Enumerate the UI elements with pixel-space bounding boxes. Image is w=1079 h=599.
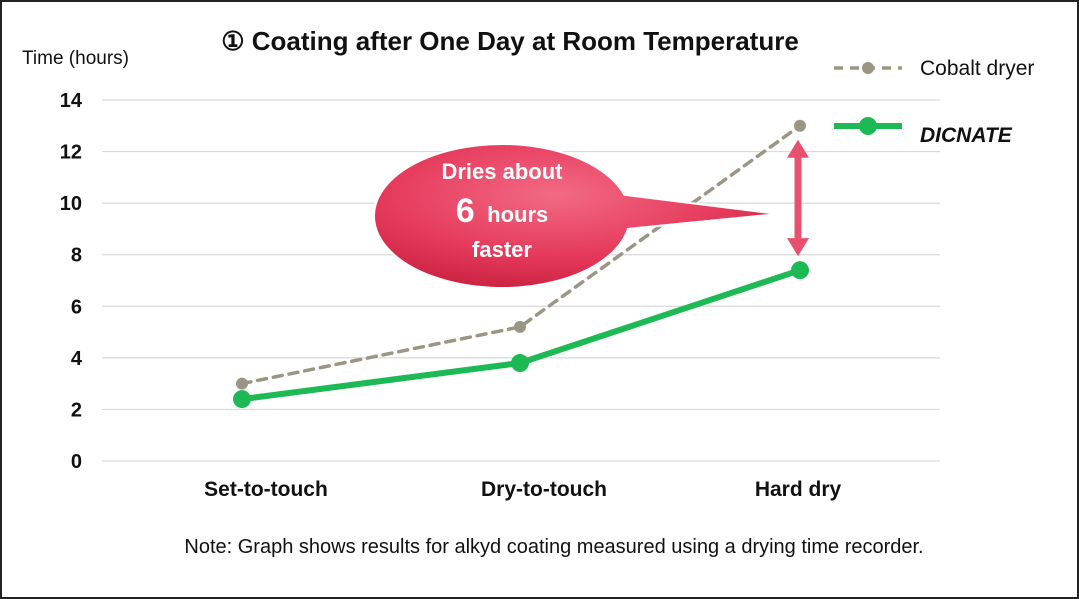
x-category-2: Dry-to-touch [481,478,607,501]
series-1-point-3 [794,119,806,132]
callout-line2: 6 hours [456,192,549,230]
callout-hours: hours [487,202,548,227]
series-1-point-2 [514,320,526,333]
callout-bubble: Dries about 6 hours faster [373,143,779,289]
difference-arrow-head-down [787,238,809,257]
y-tick-4: 4 [71,348,83,370]
series-2-point-2 [511,354,529,373]
legend-label-dicnate: DICNATE [920,124,1013,147]
x-category-1: Set-to-touch [204,478,328,501]
legend-marker-cobalt [862,62,874,74]
callout-line1: Dries about [441,159,563,184]
y-tick-0: 0 [71,451,82,473]
y-tick-14: 14 [60,90,83,112]
chart-note: Note: Graph shows results for alkyd coat… [184,536,923,558]
callout-shape [373,143,779,289]
difference-arrow [787,139,809,257]
series-layer [233,119,809,409]
y-tick-12: 12 [60,142,82,164]
y-tick-2: 2 [71,399,82,421]
y-tick-labels: 0 2 4 6 8 10 12 14 [60,90,83,473]
series-1-point-1 [236,377,248,390]
x-category-labels: Set-to-touch Dry-to-touch Hard dry [204,478,841,501]
y-axis-label: Time (hours) [22,48,129,69]
chart-title: ① Coating after One Day at Room Temperat… [221,26,799,56]
legend-marker-dicnate [859,117,877,135]
series-2-point-3 [791,261,809,280]
legend-item-dicnate: DICNATE [834,117,1013,147]
legend-label-cobalt: Cobalt dryer [920,57,1034,80]
callout-big-number: 6 [456,192,475,230]
y-tick-10: 10 [60,193,82,215]
series-2-point-1 [233,390,251,409]
series-line-1 [240,124,802,386]
callout-line3: faster [472,237,532,262]
legend: Cobalt dryer DICNATE [834,57,1034,147]
legend-item-cobalt: Cobalt dryer [834,57,1034,80]
y-tick-8: 8 [71,245,82,267]
x-category-3: Hard dry [755,478,842,501]
series-line-2 [239,267,803,403]
y-tick-6: 6 [71,296,82,318]
difference-arrow-head-up [787,139,809,158]
